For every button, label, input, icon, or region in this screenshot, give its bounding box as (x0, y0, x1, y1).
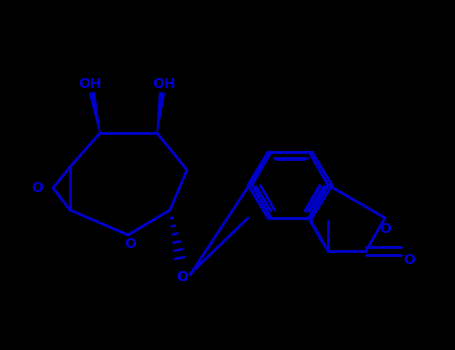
Polygon shape (157, 93, 164, 133)
Polygon shape (90, 92, 100, 133)
Text: O: O (31, 181, 43, 195)
Text: O: O (176, 270, 188, 284)
Text: O: O (403, 253, 415, 267)
Text: OH: OH (78, 77, 102, 91)
Text: O: O (176, 270, 188, 284)
Text: O: O (124, 237, 136, 251)
Text: OH: OH (152, 77, 176, 91)
Text: O: O (379, 222, 391, 236)
